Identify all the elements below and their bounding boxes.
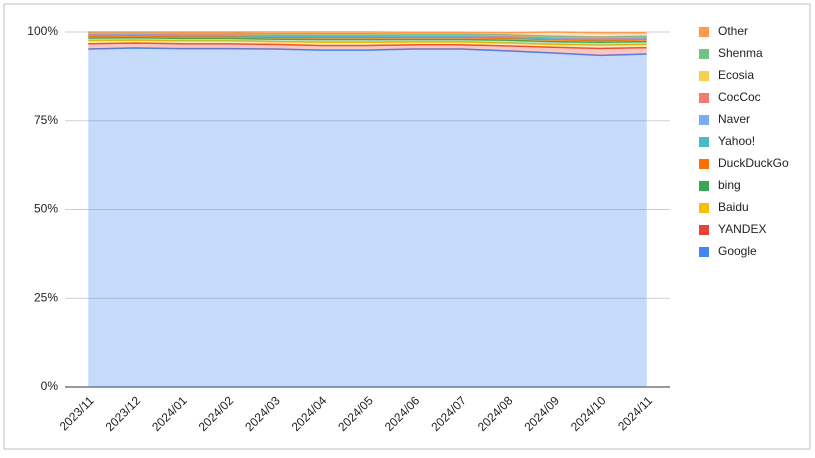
area-line <box>88 39 647 46</box>
area-line <box>88 31 647 34</box>
legend-swatch <box>699 225 709 235</box>
legend-swatch <box>699 27 709 37</box>
legend-swatch <box>699 203 709 213</box>
area-line <box>88 35 647 42</box>
legend-swatch <box>699 93 709 103</box>
legend-swatch <box>699 115 709 125</box>
y-tick-label: 25% <box>34 290 58 304</box>
y-tick-label: 100% <box>27 24 58 38</box>
legend-swatch <box>699 137 709 147</box>
legend-label: Google <box>718 244 757 258</box>
legend-label: DuckDuckGo <box>718 156 789 170</box>
legend-label: Shenma <box>718 46 763 60</box>
chart-frame <box>3 3 811 450</box>
legend-label: Yahoo! <box>718 134 755 148</box>
area-line <box>88 36 647 44</box>
legend-label: CocCoc <box>718 90 761 104</box>
legend-swatch <box>699 247 709 257</box>
y-tick-label: 75% <box>34 113 58 127</box>
area-line <box>88 42 647 50</box>
legend-label: Other <box>718 24 748 38</box>
legend-label: Ecosia <box>718 68 754 82</box>
legend-label: Naver <box>718 112 750 126</box>
area <box>88 35 647 43</box>
legend-swatch <box>699 159 709 169</box>
area <box>88 47 647 387</box>
legend-swatch <box>699 71 709 81</box>
area-line <box>88 47 647 57</box>
y-tick-label: 50% <box>34 202 58 216</box>
legend-label: bing <box>718 178 741 192</box>
legend-label: YANDEX <box>718 222 766 236</box>
area <box>88 37 647 46</box>
area-line <box>88 31 647 38</box>
legend-label: Baidu <box>718 200 749 214</box>
legend-swatch <box>699 181 709 191</box>
area <box>88 40 647 49</box>
y-tick-label: 0% <box>41 379 59 393</box>
legend-swatch <box>699 49 709 59</box>
